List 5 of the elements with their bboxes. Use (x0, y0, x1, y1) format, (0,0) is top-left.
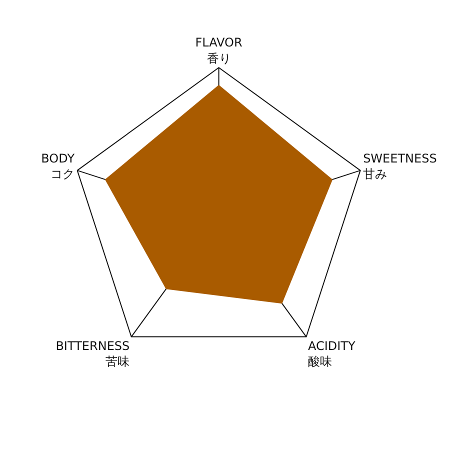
spoke-label: BITTERNESS 苦味 (56, 338, 130, 368)
spoke-label: BODY コク (41, 152, 76, 182)
spoke-label: ACIDITY 酸味 (308, 338, 356, 368)
spoke-label: FLAVOR 香り (195, 36, 242, 66)
spoke-label: SWEETNESS 甘み (363, 152, 437, 182)
